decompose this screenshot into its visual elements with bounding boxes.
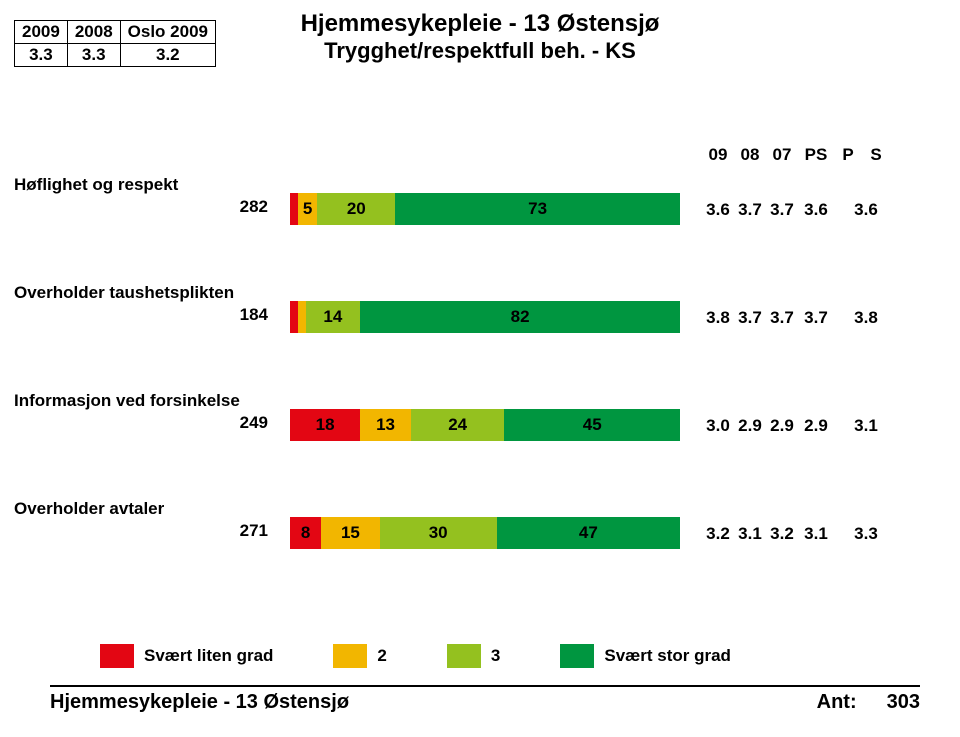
legend-label: 3: [491, 646, 500, 666]
stat-cell: 3.7: [734, 200, 766, 220]
summary-h1: 2009: [15, 21, 68, 44]
title-block: Hjemmesykepleie - 13 Østensjø Trygghet/r…: [260, 10, 700, 64]
row-stats: 3.02.92.92.93.1: [702, 416, 942, 436]
stat-cell: 3.2: [766, 524, 798, 544]
bar-container: 1482: [290, 301, 680, 333]
stat-cell: 3.7: [766, 308, 798, 328]
bar-segment: 5: [298, 193, 318, 225]
legend-item: Svært stor grad: [560, 644, 731, 668]
summary-v3: 3.2: [120, 44, 215, 67]
row-label: Høflighet og respekt: [14, 175, 178, 195]
row-stats: 3.63.73.73.63.6: [702, 200, 942, 220]
colh-07: 07: [766, 145, 798, 165]
stat-cell: 3.8: [850, 308, 882, 328]
summary-h3: Oslo 2009: [120, 21, 215, 44]
legend: Svært liten grad 2 3 Svært stor grad: [100, 640, 880, 672]
bar-segment: 30: [380, 517, 497, 549]
bar-segment: 45: [504, 409, 680, 441]
bar-segment: 14: [306, 301, 361, 333]
legend-label: 2: [377, 646, 386, 666]
colh-09: 09: [702, 145, 734, 165]
title-line2: Trygghet/respektfull beh. - KS: [260, 38, 700, 64]
stat-cell: 3.8: [702, 308, 734, 328]
legend-item: Svært liten grad: [100, 644, 273, 668]
stat-cell: 2.9: [766, 416, 798, 436]
legend-item: 2: [333, 644, 386, 668]
bar-segment: 24: [411, 409, 505, 441]
stat-cell: 3.3: [850, 524, 882, 544]
bar-segment: 47: [497, 517, 680, 549]
bar-segment: 13: [360, 409, 411, 441]
stat-cell: [834, 416, 850, 436]
bar-segment: 82: [360, 301, 680, 333]
stat-cell: 3.0: [702, 416, 734, 436]
stat-cell: [834, 200, 850, 220]
stat-cell: 3.7: [766, 200, 798, 220]
row-label: Informasjon ved forsinkelse: [14, 391, 240, 411]
legend-swatch: [333, 644, 367, 668]
summary-v2: 3.3: [67, 44, 120, 67]
chart-row: Informasjon ved forsinkelse249 18132445 3.…: [0, 391, 960, 451]
stat-cell: 3.2: [702, 524, 734, 544]
stat-cell: 2.9: [734, 416, 766, 436]
legend-label: Svært stor grad: [604, 646, 731, 666]
footer-left: Hjemmesykepleie - 13 Østensjø: [50, 691, 349, 714]
bar-container: 52073: [290, 193, 680, 225]
bar-segment: [290, 193, 298, 225]
bar-segment: [290, 301, 298, 333]
stat-cell: [834, 308, 850, 328]
stat-cell: 3.1: [798, 524, 834, 544]
column-headers: 09 08 07 PS P S: [702, 145, 942, 165]
row-label: Overholder avtaler: [14, 499, 164, 519]
bar-segment: 20: [317, 193, 395, 225]
bar-container: 8153047: [290, 517, 680, 549]
bar-segment: 18: [290, 409, 360, 441]
summary-v1: 3.3: [15, 44, 68, 67]
stat-cell: 3.1: [850, 416, 882, 436]
chart-row: Høflighet og respekt282520733.63.73.73.6…: [0, 175, 960, 235]
stat-cell: 3.1: [734, 524, 766, 544]
bar-container: 18132445: [290, 409, 680, 441]
chart-row: Overholder avtaler27181530473.23.13.23.1…: [0, 499, 960, 559]
summary-h2: 2008: [67, 21, 120, 44]
legend-swatch: [100, 644, 134, 668]
row-label: Overholder taushetsplikten: [14, 283, 234, 303]
header: 2009 2008 Oslo 2009 3.3 3.3 3.2 Hjemmesy…: [0, 8, 960, 68]
stat-cell: 3.7: [798, 308, 834, 328]
chart-row: Overholder taushetsplikten18414823.83.73…: [0, 283, 960, 343]
bar-segment: 73: [395, 193, 680, 225]
colh-08: 08: [734, 145, 766, 165]
summary-table: 2009 2008 Oslo 2009 3.3 3.3 3.2: [14, 20, 216, 67]
colh-p: P: [834, 145, 862, 165]
chart-rows: Høflighet og respekt282520733.63.73.73.6…: [0, 175, 960, 607]
stat-cell: 3.7: [734, 308, 766, 328]
bar-segment: 15: [321, 517, 380, 549]
legend-swatch: [447, 644, 481, 668]
stat-cell: 3.6: [850, 200, 882, 220]
row-n: 282: [218, 197, 268, 217]
title-line1: Hjemmesykepleie - 13 Østensjø: [260, 10, 700, 38]
row-n: 184: [218, 305, 268, 325]
colh-s: S: [862, 145, 890, 165]
row-stats: 3.83.73.73.73.8: [702, 308, 942, 328]
colh-ps: PS: [798, 145, 834, 165]
stat-cell: 3.6: [798, 200, 834, 220]
bar-segment: 8: [290, 517, 321, 549]
row-n: 249: [218, 413, 268, 433]
stat-cell: [834, 524, 850, 544]
footer: Hjemmesykepleie - 13 Østensjø Ant: 303: [50, 685, 920, 715]
legend-label: Svært liten grad: [144, 646, 273, 666]
bar-segment: [298, 301, 306, 333]
stat-cell: 3.6: [702, 200, 734, 220]
row-n: 271: [218, 521, 268, 541]
row-stats: 3.23.13.23.13.3: [702, 524, 942, 544]
stat-cell: 2.9: [798, 416, 834, 436]
footer-ant-value: 303: [887, 691, 920, 714]
footer-ant-label: Ant:: [817, 691, 857, 714]
legend-item: 3: [447, 644, 500, 668]
legend-swatch: [560, 644, 594, 668]
